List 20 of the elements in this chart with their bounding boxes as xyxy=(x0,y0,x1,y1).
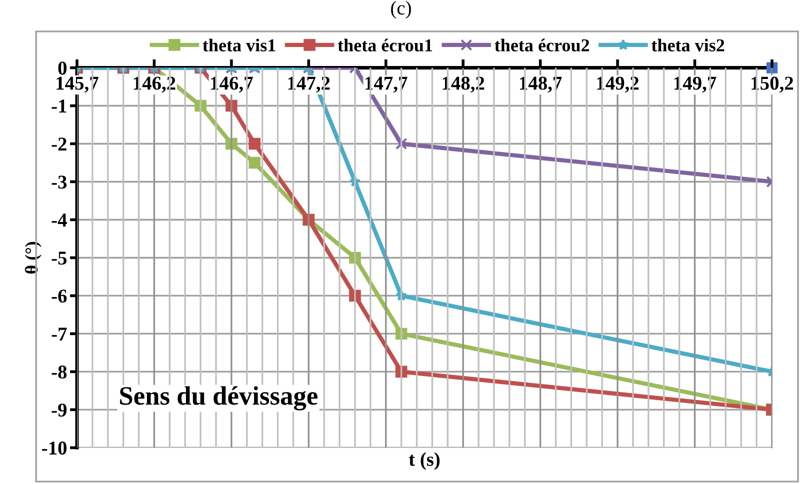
y-tick-label: -3 xyxy=(52,176,67,189)
y-tick-label: -6 xyxy=(52,290,67,303)
x-tick-label: 150,2 xyxy=(752,76,794,93)
annotation: Sens du dévissage xyxy=(120,386,318,410)
y-tick-label: -1 xyxy=(52,100,66,112)
x-axis-title: t (s) xyxy=(408,452,440,470)
y-tick-label: 0 xyxy=(58,62,67,75)
y-tick-label: -10 xyxy=(42,442,67,455)
legend-label: theta écrou2 xyxy=(494,38,590,52)
y-tick-label: -5 xyxy=(52,252,67,265)
y-tick-label: -9 xyxy=(52,404,67,417)
chart-title: (c) xyxy=(391,0,411,19)
y-tick-label: -8 xyxy=(52,366,67,379)
legend-label: theta vis1 xyxy=(202,38,276,52)
y-tick-label: -2 xyxy=(52,138,66,150)
x-tick-label: 145,7 xyxy=(56,76,98,93)
y-tick-label: -7 xyxy=(52,328,67,340)
y-tick-label: -4 xyxy=(52,214,67,226)
legend-label: theta vis2 xyxy=(651,38,724,52)
legend-label: theta écrou1 xyxy=(338,38,432,52)
